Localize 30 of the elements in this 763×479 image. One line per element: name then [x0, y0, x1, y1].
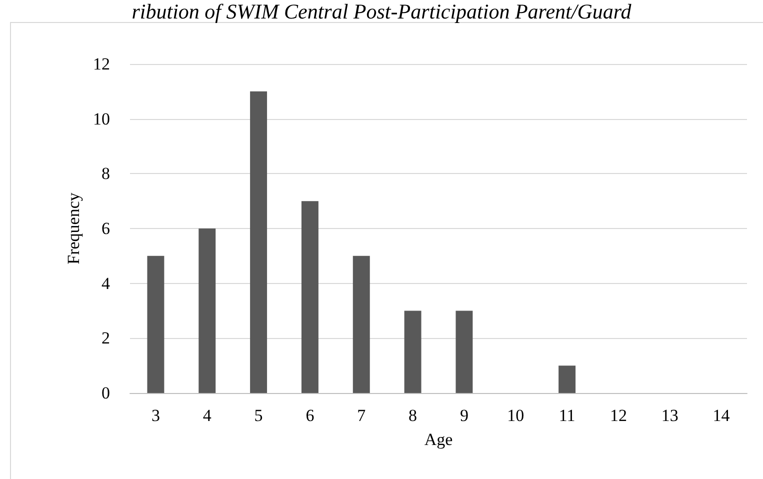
x-tick-label: 5: [254, 406, 263, 425]
x-tick-label: 13: [661, 406, 678, 425]
x-tick-label: 3: [151, 406, 160, 425]
y-tick-label: 10: [93, 109, 110, 128]
bar: [198, 228, 216, 393]
y-tick-label: 6: [102, 219, 110, 238]
y-tick-label: 0: [102, 384, 110, 402]
bar: [352, 256, 370, 393]
x-tick-label: 4: [202, 406, 212, 425]
bar: [147, 256, 164, 393]
x-tick-label: 11: [558, 406, 576, 425]
x-tick-label: 6: [306, 406, 314, 425]
bar: [404, 310, 422, 393]
bar: [558, 366, 576, 393]
chart-title: ribution of SWIM Central Post-Participation Parent/Guard: [132, 0, 632, 24]
x-tick-label: 12: [610, 406, 627, 425]
y-tick-label: 4: [102, 274, 110, 293]
x-tick-label: 9: [460, 406, 468, 425]
x-tick-label: 14: [712, 406, 730, 425]
x-tick-label: 8: [408, 406, 418, 425]
x-tick-label: 10: [507, 406, 524, 425]
y-tick-label: 2: [102, 328, 110, 348]
x-axis-title: Age: [424, 430, 453, 449]
bar: [250, 91, 268, 393]
x-tick-label: 7: [357, 406, 366, 425]
y-axis-title: Frequency: [64, 192, 84, 264]
bar: [301, 201, 318, 393]
y-tick-label: 8: [102, 164, 110, 184]
bar: [456, 310, 473, 393]
y-tick-label: 12: [93, 54, 110, 74]
